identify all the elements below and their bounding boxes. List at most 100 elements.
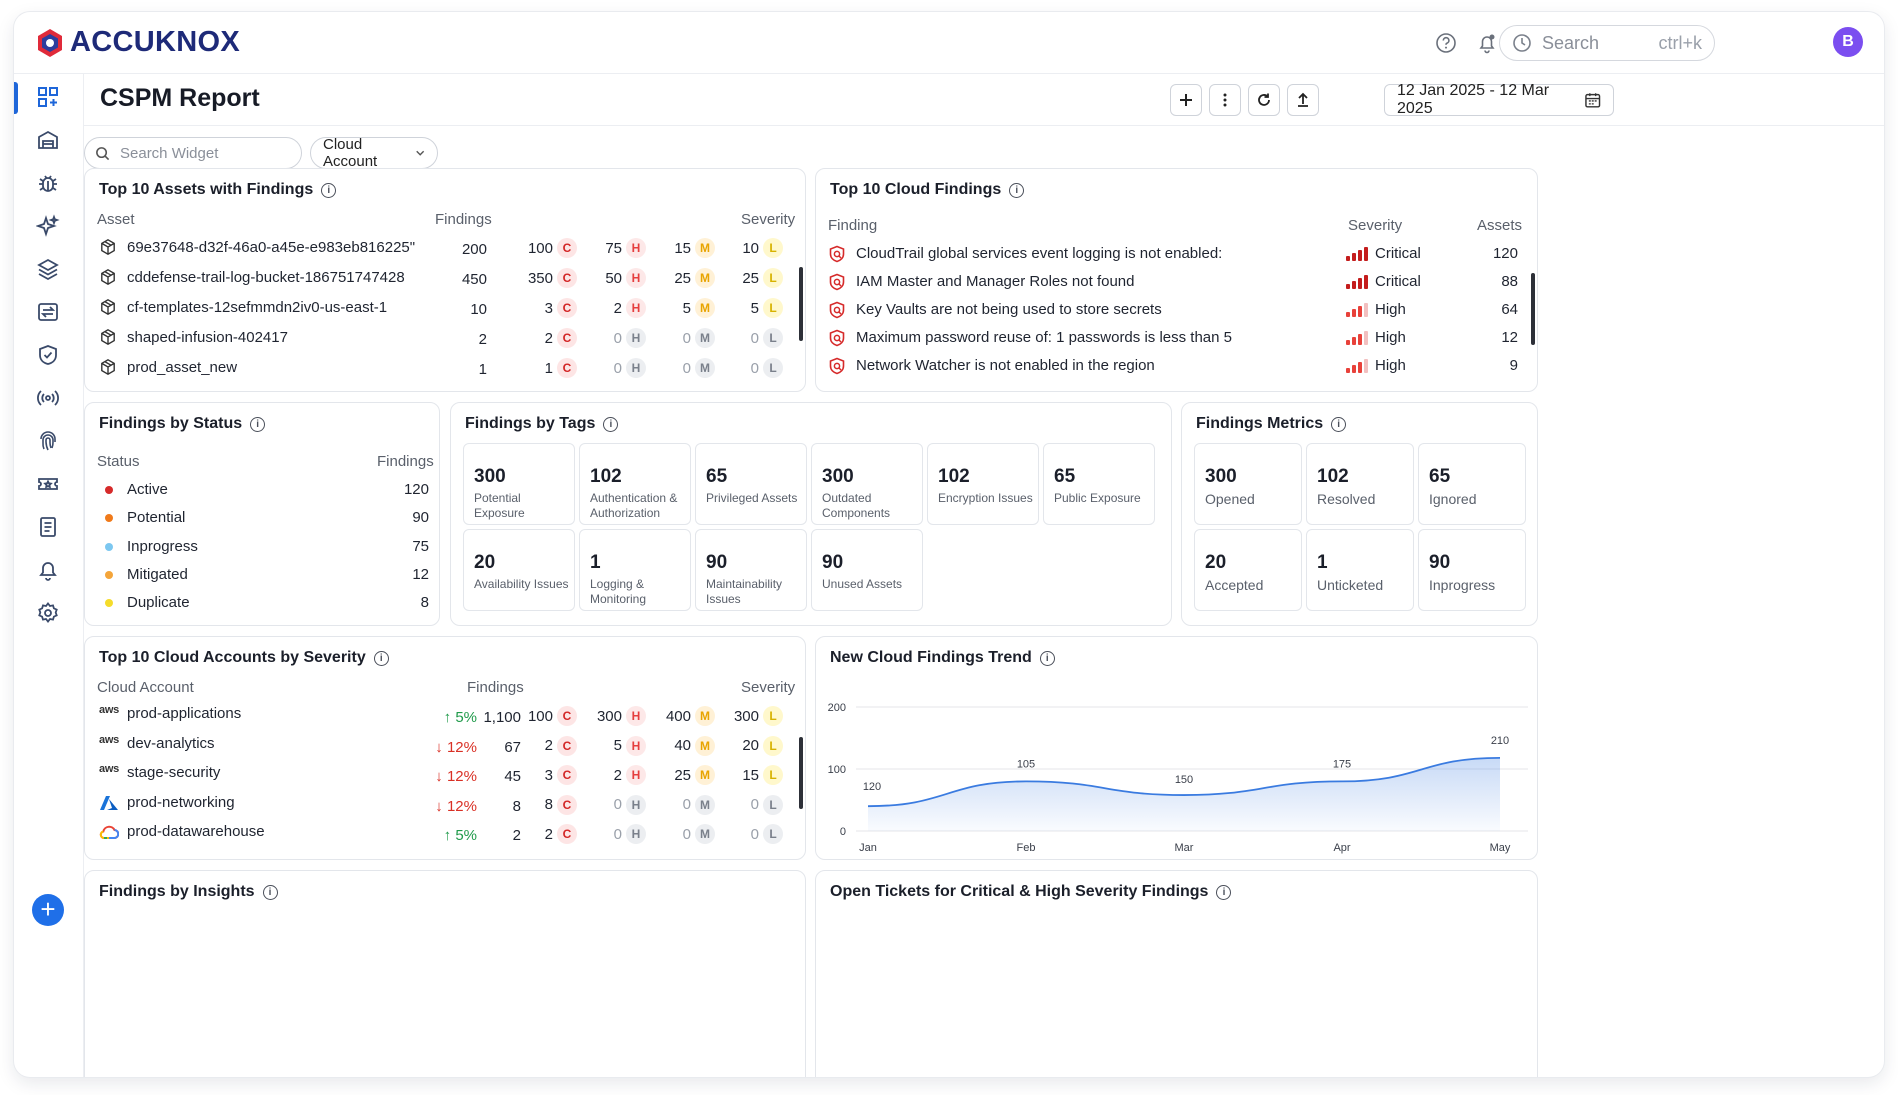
table-row[interactable]: prod-networking ↓ 12% 8 8 C 0 H 0 M 0 L bbox=[85, 790, 805, 818]
tag-tile[interactable]: 300 Potential Exposure bbox=[463, 443, 575, 525]
tag-tile[interactable]: 300 Outdated Components bbox=[811, 443, 923, 525]
sidebar-item-vulnerabilities[interactable] bbox=[31, 166, 65, 200]
metric-tile[interactable]: 300 Opened bbox=[1194, 443, 1302, 525]
asset-name[interactable]: prod_asset_new bbox=[127, 359, 238, 376]
cube-icon bbox=[99, 268, 117, 286]
findings-by-status-title: Findings by Status i bbox=[99, 415, 266, 433]
table-row[interactable]: aws stage-security ↓ 12% 45 3 C 2 H 25 M 15 L bbox=[85, 760, 805, 788]
table-row[interactable]: CloudTrail global services event logging… bbox=[816, 241, 1537, 269]
tag-tile[interactable]: 102 Encryption Issues bbox=[927, 443, 1039, 525]
table-row[interactable]: Network Watcher is not enabled in the re… bbox=[816, 353, 1537, 381]
scrollbar[interactable] bbox=[799, 267, 803, 341]
finding-name[interactable]: IAM Master and Manager Roles not found bbox=[856, 273, 1135, 290]
tag-tile[interactable]: 1 Logging & Monitoring bbox=[579, 529, 691, 611]
cloud-account-dropdown[interactable]: Cloud Account bbox=[310, 136, 438, 170]
table-row[interactable]: 69e37648-d32f-46a0-a45e-e983eb816225" 200… bbox=[85, 233, 805, 261]
metric-tile[interactable]: 1 Unticketed bbox=[1306, 529, 1414, 611]
more-options-button[interactable] bbox=[1209, 84, 1241, 116]
tag-tile[interactable]: 90 Unused Assets bbox=[811, 529, 923, 611]
table-row[interactable]: prod_asset_new 1 1 C 0 H 0 M 0 L bbox=[85, 353, 805, 381]
tag-tile[interactable]: 102 Authentication & Authorization bbox=[579, 443, 691, 525]
widget-search-input[interactable]: Search Widget bbox=[84, 137, 302, 169]
info-icon[interactable]: i bbox=[1216, 884, 1232, 900]
table-row[interactable]: cf-templates-12sefmmdn2iv0-us-east-1 10 3 C… bbox=[85, 293, 805, 321]
sidebar-item-inventory[interactable] bbox=[31, 123, 65, 157]
account-name[interactable]: prod-datawarehouse bbox=[127, 823, 265, 840]
scrollbar[interactable] bbox=[1531, 273, 1535, 345]
table-row[interactable]: prod-datawarehouse ↑ 5% 2 2 C 0 H 0 M 0 L bbox=[85, 819, 805, 847]
sidebar-item-ai[interactable] bbox=[31, 209, 65, 243]
account-name[interactable]: stage-security bbox=[127, 764, 221, 781]
info-icon[interactable]: i bbox=[603, 416, 619, 432]
severity-c-badge: C bbox=[557, 706, 577, 726]
scrollbar[interactable] bbox=[799, 737, 803, 809]
sidebar-item-tickets[interactable] bbox=[31, 467, 65, 501]
search-shortcut: ctrl+k bbox=[1658, 32, 1702, 53]
info-icon[interactable]: i bbox=[1009, 182, 1025, 198]
status-row[interactable]: Mitigated 12 bbox=[85, 562, 439, 590]
sidebar-item-compliance[interactable] bbox=[31, 338, 65, 372]
refresh-button[interactable] bbox=[1248, 84, 1280, 116]
table-row[interactable]: cddefense-trail-log-bucket-186751747428 4… bbox=[85, 263, 805, 291]
table-row[interactable]: IAM Master and Manager Roles not found Cr… bbox=[816, 269, 1537, 297]
asset-name[interactable]: cf-templates-12sefmmdn2iv0-us-east-1 bbox=[127, 299, 388, 316]
account-name[interactable]: prod-applications bbox=[127, 705, 242, 722]
status-row[interactable]: Potential 90 bbox=[85, 505, 439, 533]
metric-tile[interactable]: 65 Ignored bbox=[1418, 443, 1526, 525]
severity-h-badge: H bbox=[626, 824, 646, 844]
findings-count: 1,100 bbox=[483, 709, 521, 726]
add-widget-button[interactable] bbox=[1170, 84, 1202, 116]
info-icon[interactable]: i bbox=[373, 650, 389, 666]
status-row[interactable]: Duplicate 8 bbox=[85, 590, 439, 618]
finding-name[interactable]: Maximum password reuse of: 1 passwords i… bbox=[856, 329, 1232, 346]
table-row[interactable]: aws dev-analytics ↓ 12% 67 2 C 5 H 40 M 20 L bbox=[85, 731, 805, 759]
date-range-picker[interactable]: 12 Jan 2025 - 12 Mar 2025 bbox=[1384, 82, 1614, 117]
asset-name[interactable]: 69e37648-d32f-46a0-a45e-e983eb816225" bbox=[127, 239, 416, 256]
user-avatar[interactable]: B bbox=[1833, 27, 1863, 57]
status-row[interactable]: Active 120 bbox=[85, 477, 439, 505]
sidebar-item-dashboard[interactable] bbox=[31, 80, 65, 114]
account-name[interactable]: dev-analytics bbox=[127, 734, 215, 752]
add-fab-button[interactable]: + bbox=[32, 894, 64, 926]
info-icon[interactable]: i bbox=[250, 416, 266, 432]
status-row[interactable]: Inprogress 75 bbox=[85, 534, 439, 562]
info-icon[interactable]: i bbox=[321, 182, 337, 198]
info-icon[interactable]: i bbox=[1331, 416, 1347, 432]
tag-tile[interactable]: 65 Privileged Assets bbox=[695, 443, 807, 525]
asset-name[interactable]: cddefense-trail-log-bucket-186751747428 bbox=[127, 269, 405, 286]
asset-name[interactable]: shaped-infusion-402417 bbox=[127, 329, 288, 346]
table-row[interactable]: shaped-infusion-402417 2 2 C 0 H 0 M 0 L bbox=[85, 323, 805, 351]
brand-logo[interactable]: ACCUKNOX bbox=[34, 26, 240, 59]
severity-value: 400 bbox=[665, 707, 691, 725]
table-row[interactable]: Key Vaults are not being used to store s… bbox=[816, 297, 1537, 325]
help-icon[interactable] bbox=[1433, 30, 1459, 56]
sidebar-item-runtime[interactable] bbox=[31, 381, 65, 415]
account-name[interactable]: prod-networking bbox=[127, 793, 235, 811]
sidebar-item-identity[interactable] bbox=[31, 424, 65, 458]
metric-tile[interactable]: 102 Resolved bbox=[1306, 443, 1414, 525]
notification-bell-icon[interactable] bbox=[1474, 30, 1500, 56]
compare-icon bbox=[38, 303, 58, 321]
finding-name[interactable]: Key Vaults are not being used to store s… bbox=[856, 301, 1162, 318]
sidebar-item-reports[interactable] bbox=[31, 510, 65, 544]
metric-tile[interactable]: 90 Inprogress bbox=[1418, 529, 1526, 611]
sidebar-item-settings[interactable] bbox=[31, 596, 65, 630]
metric-tile[interactable]: 20 Accepted bbox=[1194, 529, 1302, 611]
tag-tile[interactable]: 65 Public Exposure bbox=[1043, 443, 1155, 525]
table-row[interactable]: aws prod-applications ↑ 5% 1,100 100 C 300 H 400… bbox=[85, 701, 805, 729]
tag-tile[interactable]: 20 Availability Issues bbox=[463, 529, 575, 611]
global-search[interactable]: Search ctrl+k bbox=[1499, 25, 1715, 61]
info-icon[interactable]: i bbox=[1039, 650, 1055, 666]
sidebar-item-layers[interactable] bbox=[31, 252, 65, 286]
export-button[interactable] bbox=[1287, 84, 1319, 116]
sidebar-item-compare[interactable] bbox=[31, 295, 65, 329]
col-finding: Finding bbox=[828, 217, 878, 234]
tile-label: Opened bbox=[1205, 491, 1255, 507]
finding-name[interactable]: Network Watcher is not enabled in the re… bbox=[856, 357, 1155, 374]
tag-tile[interactable]: 90 Maintainability Issues bbox=[695, 529, 807, 611]
finding-name[interactable]: CloudTrail global services event logging… bbox=[856, 245, 1223, 262]
info-icon[interactable]: i bbox=[262, 884, 278, 900]
sidebar-item-notifications[interactable] bbox=[31, 553, 65, 587]
table-row[interactable]: Maximum password reuse of: 1 passwords i… bbox=[816, 325, 1537, 353]
